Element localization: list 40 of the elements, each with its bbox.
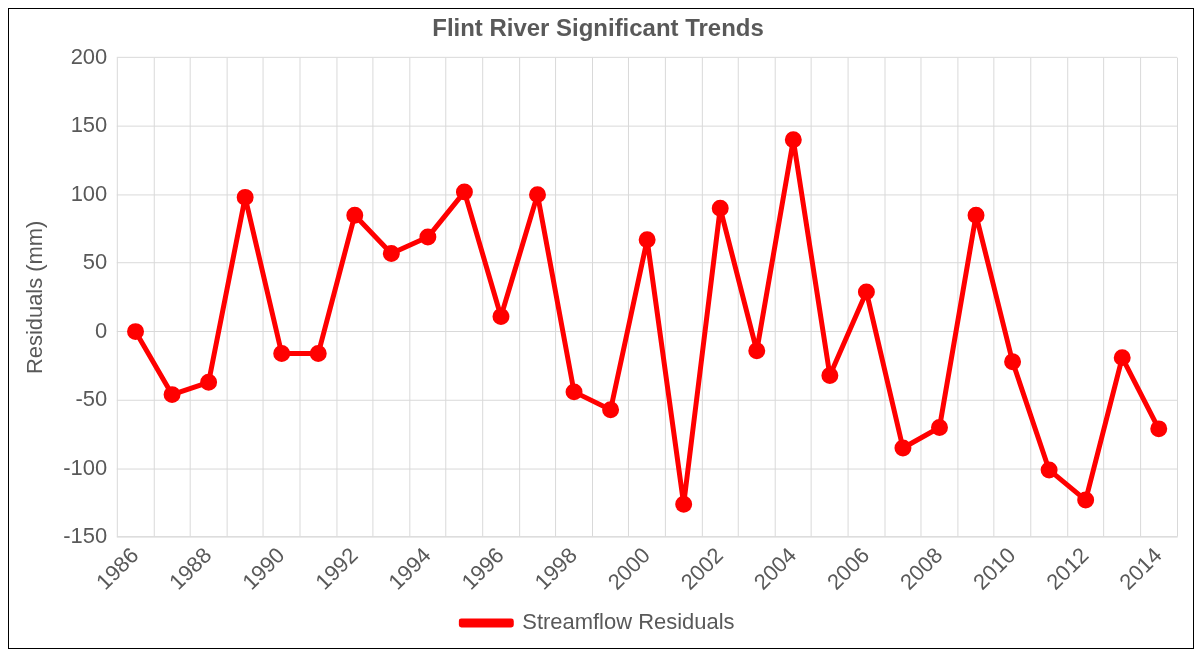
point [529, 186, 546, 204]
y-tick-label: 150 [70, 112, 108, 138]
y-tick-label: -100 [63, 454, 108, 480]
point [857, 283, 875, 301]
point [784, 131, 802, 149]
y-tick-label: -50 [75, 386, 108, 412]
chart-title: Flint River Significant Trends [432, 13, 764, 41]
y-tick-label: 100 [70, 180, 108, 206]
point [127, 323, 145, 341]
point [1113, 349, 1131, 367]
point [200, 373, 218, 391]
point [967, 206, 985, 224]
point [1004, 353, 1022, 371]
point [638, 231, 656, 249]
point [931, 419, 948, 436]
point [821, 366, 839, 384]
y-tick-label: 50 [82, 249, 108, 275]
y-tick-label: 200 [70, 43, 108, 69]
point [273, 345, 291, 362]
point [492, 308, 510, 326]
point [236, 188, 254, 206]
y-tick-label: -150 [63, 523, 108, 549]
point [894, 439, 912, 457]
point [602, 401, 620, 419]
point [455, 183, 473, 201]
y-axis-title: Residuals (mm) [22, 220, 48, 375]
point [1040, 461, 1058, 479]
point [419, 228, 437, 246]
point [309, 345, 327, 362]
point [1150, 420, 1168, 438]
point [711, 199, 729, 217]
point [346, 206, 364, 224]
point [565, 383, 583, 401]
point [382, 245, 400, 263]
point [675, 495, 693, 513]
legend-label: Streamflow Residuals [522, 609, 735, 635]
point [748, 342, 766, 360]
y-tick-label: 0 [95, 317, 108, 343]
point [163, 386, 181, 404]
point [1077, 491, 1095, 509]
